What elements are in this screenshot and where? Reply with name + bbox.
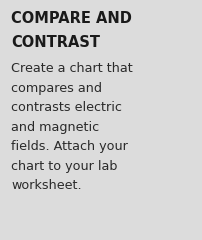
Text: CONTRAST: CONTRAST	[11, 35, 100, 50]
Text: Create a chart that
compares and
contrasts electric
and magnetic
fields. Attach : Create a chart that compares and contras…	[11, 62, 133, 192]
Text: COMPARE AND: COMPARE AND	[11, 11, 132, 26]
